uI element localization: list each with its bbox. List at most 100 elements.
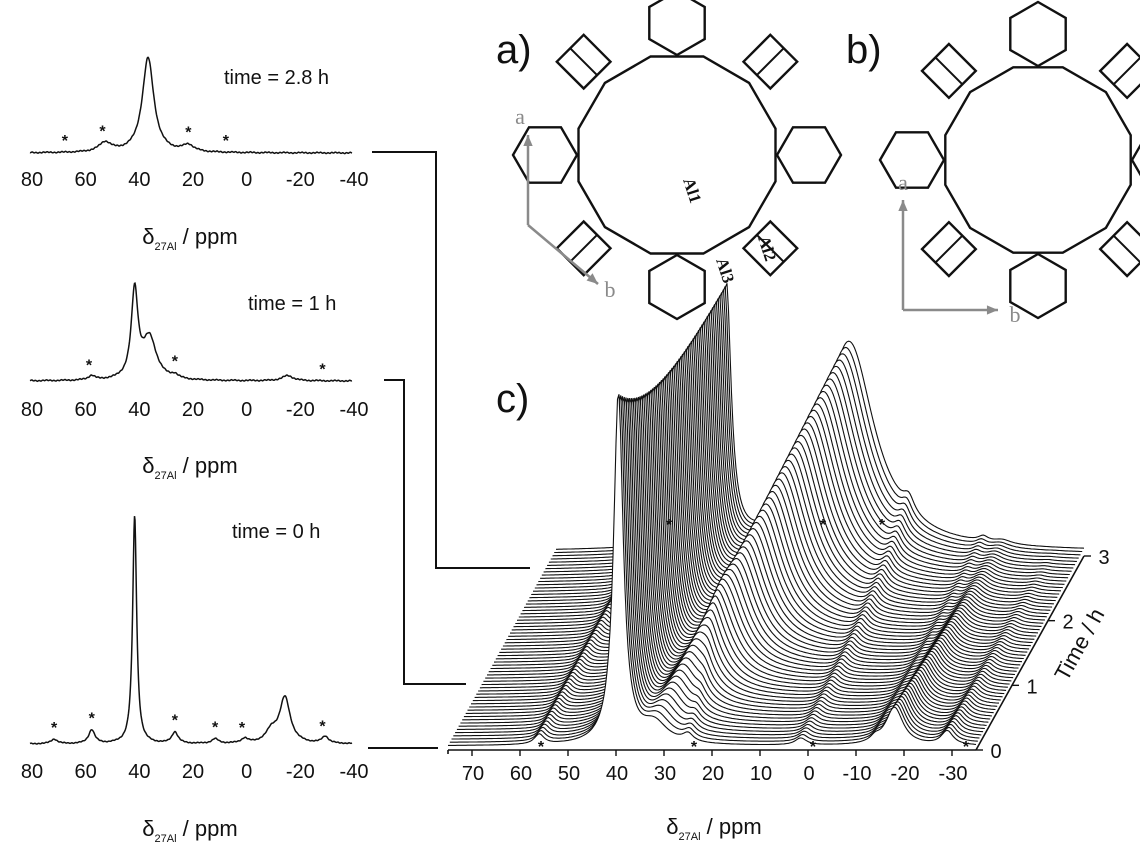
framework-structure-a bbox=[511, 0, 843, 321]
x-tick-label: 0 bbox=[241, 399, 252, 421]
spectrum-panel-0: * * * * 80 60 40 20 0 -20 -40 δ27Al / ppm bbox=[21, 56, 369, 253]
twelve-ring bbox=[577, 55, 777, 255]
asterisk-marker: * bbox=[691, 739, 698, 756]
spectrum-panel-1: * * * 80 60 40 20 0 -20 -40 δ27Al / ppm bbox=[21, 282, 369, 482]
x-tick-label: -40 bbox=[340, 761, 369, 783]
asterisk-marker: * bbox=[239, 720, 246, 737]
asterisk-marker: * bbox=[212, 719, 219, 736]
four-ring-divider bbox=[756, 47, 785, 76]
axis-b-label-structure-b: b bbox=[1010, 302, 1021, 327]
x-tick-label: -40 bbox=[340, 399, 369, 421]
twelve-ring bbox=[944, 66, 1132, 254]
connector-line bbox=[372, 151, 530, 569]
six-ring bbox=[1009, 252, 1067, 320]
asterisk-marker: * bbox=[99, 123, 106, 140]
x-tick-label: 60 bbox=[75, 761, 97, 783]
time-trace bbox=[448, 394, 977, 746]
time-trace bbox=[515, 348, 1044, 625]
axis-a-label-structure-a: a bbox=[515, 104, 525, 129]
asterisk-marker: * bbox=[538, 739, 545, 756]
asterisk-marker: * bbox=[223, 133, 230, 150]
four-ring-divider bbox=[1112, 234, 1140, 264]
time-trace bbox=[511, 353, 1040, 631]
time-axis-line bbox=[975, 555, 1085, 751]
trace-mask bbox=[495, 374, 1024, 663]
time-trace bbox=[513, 351, 1042, 628]
x-tick-label: -20 bbox=[286, 169, 315, 191]
annotation-time-1h: time = 1 h bbox=[248, 293, 336, 315]
annotation-time-0h: time = 0 h bbox=[232, 521, 320, 543]
time-trace bbox=[508, 358, 1037, 637]
axis-arrow-b bbox=[527, 224, 599, 285]
time-tick-label: 0 bbox=[990, 741, 1001, 763]
site-label-al3: Al3 bbox=[712, 255, 738, 285]
x-axis-label: δ27Al / ppm bbox=[666, 814, 761, 843]
four-ring-divider bbox=[1112, 56, 1140, 86]
x-tick-label: 0 bbox=[241, 761, 252, 783]
x-tick-label: 50 bbox=[558, 763, 580, 785]
time-trace bbox=[504, 363, 1033, 644]
axis-b-label-structure-a: b bbox=[605, 277, 616, 302]
four-ring bbox=[741, 33, 799, 91]
four-ring bbox=[555, 219, 613, 277]
asterisk-marker: * bbox=[89, 710, 96, 727]
four-ring-divider bbox=[569, 234, 598, 263]
four-ring-divider bbox=[934, 234, 964, 264]
panel-label-c: c) bbox=[496, 377, 529, 421]
spectrum-trace bbox=[29, 516, 353, 745]
axis-arrow-a-head bbox=[523, 135, 533, 147]
x-tick-label: -20 bbox=[286, 399, 315, 421]
time-axis-label: Time / h bbox=[1049, 604, 1109, 685]
six-ring bbox=[648, 0, 706, 57]
spectrum-trace bbox=[29, 282, 353, 383]
x-tick-label: -40 bbox=[340, 169, 369, 191]
four-ring bbox=[741, 219, 799, 277]
x-tick-label: -20 bbox=[891, 763, 920, 785]
four-ring bbox=[1098, 42, 1140, 100]
six-ring bbox=[878, 131, 946, 189]
x-tick-label: 40 bbox=[606, 763, 628, 785]
asterisk-marker: * bbox=[172, 712, 179, 729]
x-tick-label: 20 bbox=[182, 761, 204, 783]
x-tick-label: 40 bbox=[128, 399, 150, 421]
pseudo-3d-spectra-panel-c: 70 60 50 40 30 20 10 0 -10 -20 -30 0 1 2 3 Time / h δ27A… bbox=[447, 283, 1110, 843]
x-tick-label: 20 bbox=[182, 399, 204, 421]
x-tick-label: 20 bbox=[702, 763, 724, 785]
x-tick-label: 20 bbox=[182, 169, 204, 191]
trace-mask bbox=[517, 346, 1045, 624]
asterisk-marker: * bbox=[51, 720, 58, 737]
four-ring bbox=[920, 42, 978, 100]
time-trace bbox=[510, 356, 1039, 634]
panel-label-a: a) bbox=[496, 28, 532, 72]
x-tick-label: 30 bbox=[654, 763, 676, 785]
spectrum-trace bbox=[29, 56, 353, 155]
six-ring bbox=[1009, 0, 1067, 68]
asterisk-marker: * bbox=[319, 362, 326, 379]
x-tick-label: 0 bbox=[241, 169, 252, 191]
site-label-al1: Al1 bbox=[679, 175, 705, 205]
x-axis-label: δ27Al / ppm bbox=[142, 224, 237, 253]
x-axis-label: δ27Al / ppm bbox=[142, 453, 237, 482]
four-ring-divider bbox=[756, 234, 785, 263]
six-ring bbox=[1130, 143, 1140, 177]
time-trace bbox=[516, 346, 1046, 621]
time-tick-label: 3 bbox=[1098, 547, 1109, 569]
x-tick-label: 0 bbox=[803, 763, 814, 785]
six-ring bbox=[775, 126, 843, 184]
x-tick-label: 40 bbox=[128, 761, 150, 783]
x-tick-label: 80 bbox=[21, 169, 43, 191]
x-tick-label: 60 bbox=[510, 763, 532, 785]
x-tick-label: 70 bbox=[462, 763, 484, 785]
x-tick-label: 40 bbox=[128, 169, 150, 191]
asterisk-marker: * bbox=[62, 133, 69, 150]
framework-structure-b bbox=[878, 0, 1140, 320]
axis-a-label-structure-b: a bbox=[898, 170, 908, 195]
asterisk-marker: * bbox=[666, 517, 673, 534]
asterisk-marker: * bbox=[86, 357, 93, 374]
axis-arrow-b-head bbox=[986, 305, 998, 315]
time-trace bbox=[520, 340, 1049, 615]
x-tick-label: 60 bbox=[75, 399, 97, 421]
time-tick-label: 1 bbox=[1026, 676, 1037, 698]
